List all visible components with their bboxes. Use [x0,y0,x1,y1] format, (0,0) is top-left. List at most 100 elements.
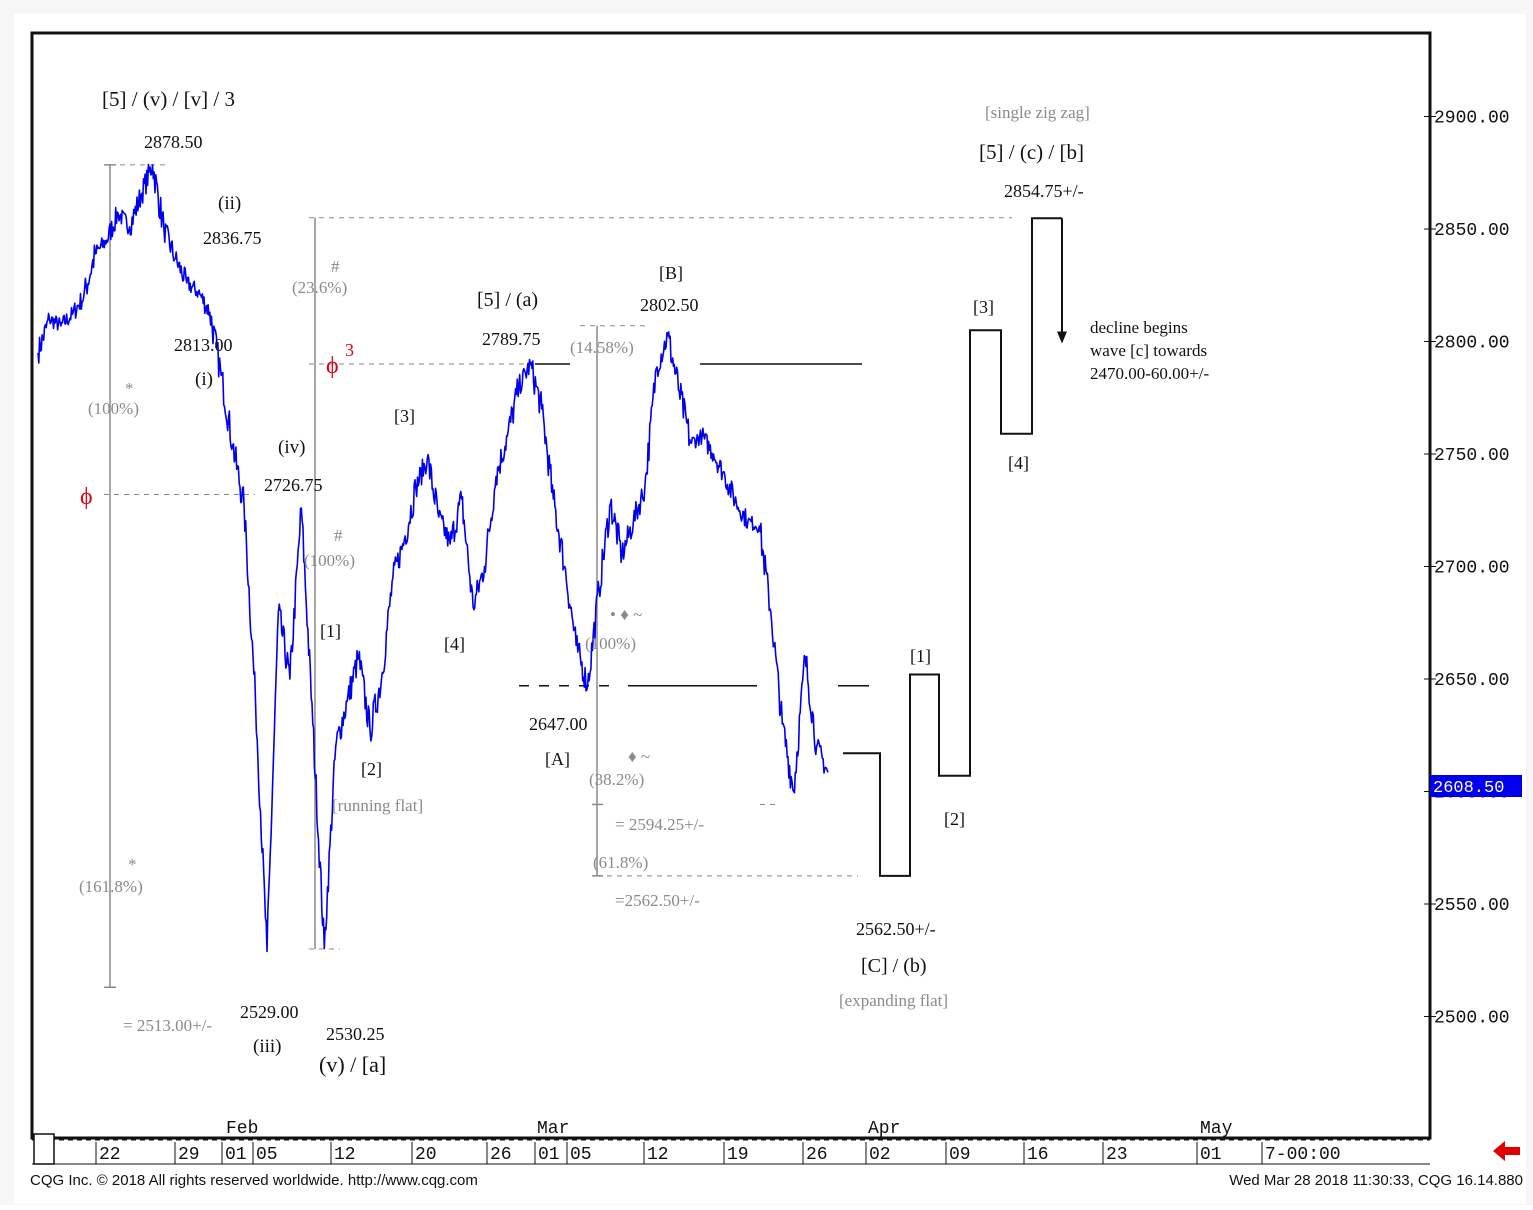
label-eq-2513: = 2513.00+/- [123,1016,212,1035]
projection-path [843,217,1062,877]
label-B-value: 2802.50 [640,295,699,315]
x-tick-label: 09 [949,1145,971,1165]
x-tick-label: 01 [538,1145,560,1165]
y-tick-label: 2650.00 [1434,671,1510,691]
x-month-label: May [1200,1119,1233,1139]
label-fib-100-mid: (100%) [304,551,355,570]
label-single-zig-zag: [single zig zag] [985,103,1090,122]
label-decline-2: wave [c] towards [1090,341,1207,360]
label-fib-100-right: (100%) [585,634,636,653]
label-B: [B] [659,263,683,283]
label-v-value: 2530.25 [326,1024,385,1044]
label-ii: (ii) [218,193,241,214]
label-phi-mid: ϕ [326,353,339,379]
label-iv-value: 2726.75 [264,475,323,495]
x-tick-label: 12 [647,1145,669,1165]
label-fib-618: (61.8%) [593,853,648,872]
x-tick-label: 29 [178,1145,200,1165]
label-phi-left: ϕ [80,484,93,510]
label-fib-236: (23.6%) [292,278,347,297]
scroll-left-arrow-icon[interactable] [1493,1141,1520,1161]
label-w3: [3] [394,406,415,426]
x-tick-label: 22 [99,1145,121,1165]
x-tick-label: 12 [334,1145,356,1165]
price-series-group [37,163,829,953]
label-w4: [4] [444,634,465,654]
label-p1: [1] [910,646,931,666]
projection-arrow-head [1057,331,1067,344]
x-month-label: Feb [226,1119,258,1139]
label-iii-value: 2529.00 [240,1002,299,1022]
label-w5a-value: 2789.75 [482,329,541,349]
label-p4: [4] [1008,453,1029,473]
y-tick-label: 2750.00 [1434,446,1510,466]
label-ii-value: 2836.75 [203,228,262,248]
label-C-b: [C] / (b) [861,955,927,977]
label-p2: [2] [944,809,965,829]
copyright-text: CQG Inc. © 2018 All rights reserved worl… [30,1172,478,1189]
label-i-value: 2813.00 [174,335,233,355]
x-tick-label: 20 [415,1145,437,1165]
label-iii: (iii) [253,1036,282,1057]
label-C-value: 2562.50+/- [856,919,936,939]
label-top-wave: [5] / (v) / [v] / 3 [102,87,235,111]
time-axis: 22 29 01 05 12 20 26 01 05 12 19 26 02 09 16 23 01 7-00:0… [95,1119,1341,1165]
label-dots: • ♦ ~ [610,605,642,624]
x-tick-label: 19 [727,1145,749,1165]
label-eq-2562: =2562.50+/- [615,891,700,910]
label-top-value: 2878.50 [144,132,203,152]
label-w5a: [5] / (a) [477,289,538,311]
y-tick-label: 2700.00 [1434,559,1510,579]
label-decline-3: 2470.00-60.00+/- [1090,364,1209,383]
x-tick-label: 01 [225,1145,247,1165]
x-tick-label: 01 [1200,1145,1222,1165]
label-diamond: ♦ ~ [628,747,650,766]
label-decline-1: decline begins [1090,318,1188,337]
x-tick-label: 23 [1106,1145,1128,1165]
label-p3: [3] [973,297,994,317]
label-star-1: * [125,379,134,398]
y-tick-label: 2550.00 [1434,896,1510,916]
x-tick-label: 26 [490,1145,512,1165]
scroll-box[interactable] [33,1133,55,1165]
x-tick-label: 16 [1027,1145,1049,1165]
last-price-text: 2608.50 [1433,779,1504,798]
label-w2: [2] [361,759,382,779]
label-A: [A] [545,749,570,769]
label-iv: (iv) [278,437,305,458]
y-tick-label: 2850.00 [1434,221,1510,241]
projection-group [843,217,1067,877]
x-tick-label: 7-00:00 [1265,1145,1341,1165]
x-month-label: Apr [868,1119,900,1139]
label-hash-1: # [331,257,340,276]
y-tick-label: 2900.00 [1434,109,1510,129]
x-month-label: Mar [537,1119,569,1139]
label-b-wave: [5] / (c) / [b] [979,140,1084,164]
x-tick-label: 26 [806,1145,828,1165]
y-tick-label: 2800.00 [1434,334,1510,354]
label-phi-sup: 3 [345,340,354,360]
wave-labels: [5] / (v) / [v] / 3 2878.50 (ii) 2836.75 281… [79,87,1209,1077]
label-v-a: (v) / [a] [319,1052,386,1077]
x-tick-label: 05 [570,1145,592,1165]
label-w1: [1] [320,621,341,641]
fib-guides [104,164,1012,988]
x-tick-label: 05 [256,1145,278,1165]
label-A-value: 2647.00 [529,714,588,734]
label-expanding-flat: [expanding flat] [839,991,948,1010]
timestamp-text: Wed Mar 28 2018 11:30:33, CQG 16.14.880 [1229,1172,1523,1189]
label-eq-2594: = 2594.25+/- [615,815,704,834]
price-series-line [37,163,829,953]
label-running-flat: [running flat] [332,796,423,815]
y-tick-label: 2500.00 [1434,1009,1510,1029]
label-hash-2: # [334,526,343,545]
plot-border [30,31,1432,1140]
last-price-badge [1430,775,1522,797]
label-fib-1618: (161.8%) [79,877,143,896]
label-b-value: 2854.75+/- [1004,181,1084,201]
label-star-2: * [128,855,137,874]
label-i: (i) [195,369,213,390]
label-fib-382: (38.2%) [589,770,644,789]
